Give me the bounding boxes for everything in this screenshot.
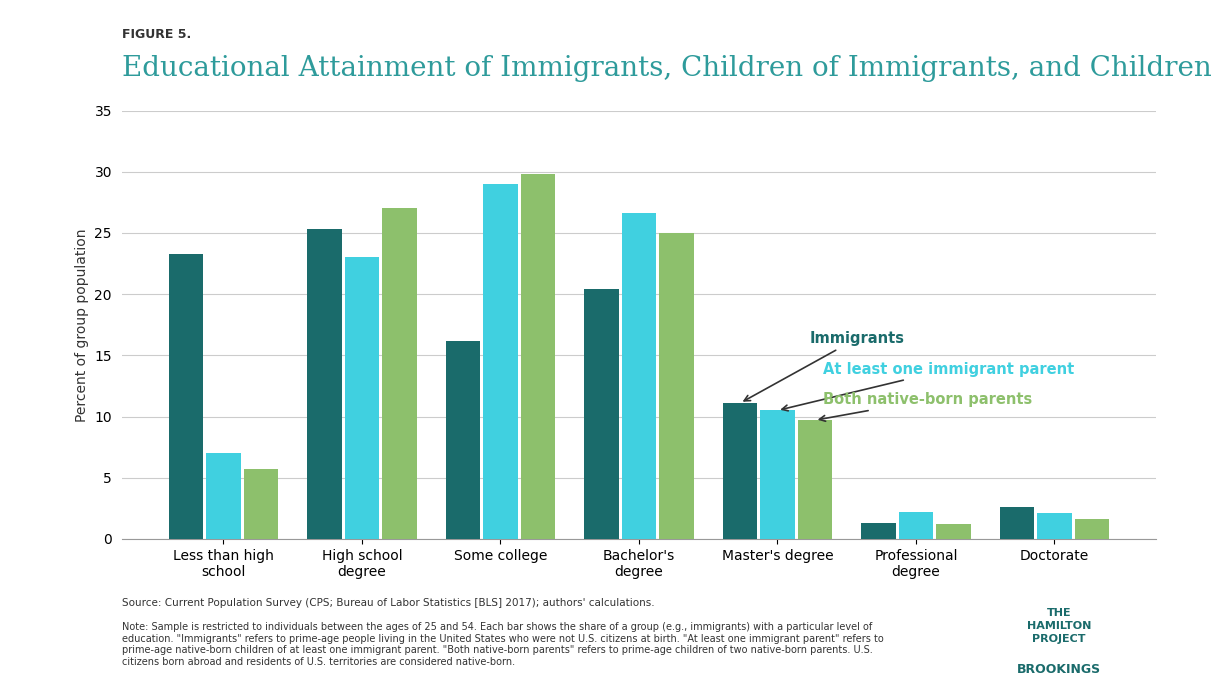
Bar (862, 523, 896, 539)
Bar (206, 453, 241, 539)
Bar (797, 420, 832, 539)
Y-axis label: Percent of group population: Percent of group population (74, 228, 89, 422)
Text: Source: Current Population Survey (CPS; Bureau of Labor Statistics [BLS] 2017); : Source: Current Population Survey (CPS; … (122, 598, 655, 607)
Bar (761, 410, 795, 539)
Bar (622, 214, 656, 539)
Bar (344, 258, 380, 539)
Text: At least one immigrant parent: At least one immigrant parent (783, 361, 1075, 411)
Text: Educational Attainment of Immigrants, Children of Immigrants, and Children of Na: Educational Attainment of Immigrants, Ch… (122, 55, 1217, 82)
Bar (243, 469, 279, 539)
Bar (1075, 520, 1109, 539)
Bar (999, 507, 1034, 539)
Bar (660, 233, 694, 539)
Bar (307, 229, 342, 539)
Bar (483, 184, 517, 539)
Bar (169, 254, 203, 539)
Text: Both native-born parents: Both native-born parents (819, 392, 1032, 422)
Bar (584, 290, 618, 539)
Bar (723, 403, 757, 539)
Bar (898, 512, 933, 539)
Bar (445, 341, 481, 539)
Bar (936, 524, 971, 539)
Bar (521, 174, 555, 539)
Text: FIGURE 5.: FIGURE 5. (122, 28, 191, 41)
Bar (382, 209, 416, 539)
Bar (1037, 513, 1072, 539)
Text: Note: Sample is restricted to individuals between the ages of 25 and 54. Each ba: Note: Sample is restricted to individual… (122, 622, 884, 667)
Text: BROOKINGS: BROOKINGS (1016, 663, 1101, 676)
Text: Immigrants: Immigrants (744, 331, 904, 401)
Text: THE
HAMILTON
PROJECT: THE HAMILTON PROJECT (1027, 608, 1090, 645)
